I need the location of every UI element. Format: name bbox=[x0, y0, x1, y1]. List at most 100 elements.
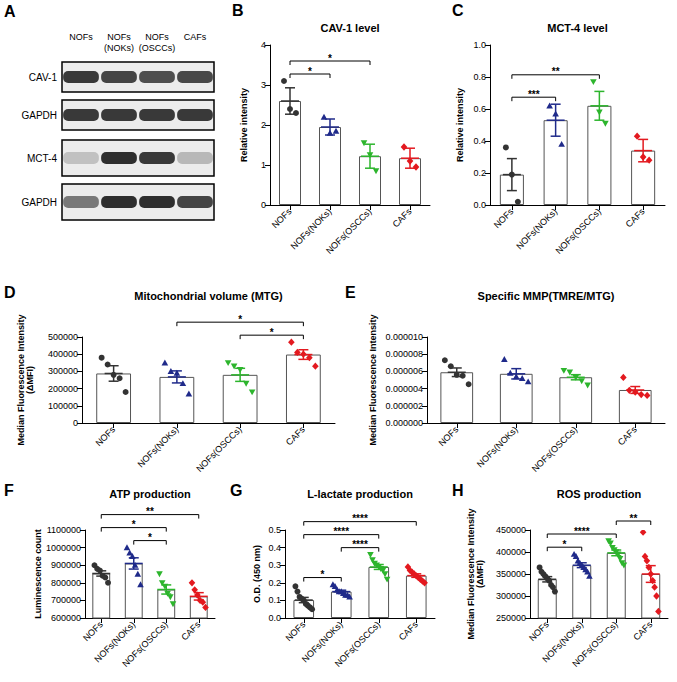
svg-text:CAFs: CAFs bbox=[631, 619, 654, 642]
svg-text:Mitochondrial volume (MTG): Mitochondrial volume (MTG) bbox=[134, 290, 283, 302]
svg-text:CAFs: CAFs bbox=[616, 424, 639, 447]
svg-text:300000: 300000 bbox=[496, 591, 526, 601]
svg-text:0.000006: 0.000006 bbox=[385, 366, 423, 376]
svg-text:*: * bbox=[132, 519, 136, 530]
svg-text:400000: 400000 bbox=[496, 547, 526, 557]
svg-text:0.000002: 0.000002 bbox=[385, 401, 423, 411]
svg-text:0.1: 0.1 bbox=[268, 595, 281, 605]
svg-text:B: B bbox=[232, 2, 244, 19]
svg-text:****: **** bbox=[574, 526, 590, 537]
svg-text:0: 0 bbox=[261, 200, 266, 210]
svg-text:200000: 200000 bbox=[48, 384, 78, 394]
svg-text:GAPDH: GAPDH bbox=[21, 110, 57, 121]
svg-text:NOFs: NOFs bbox=[81, 619, 105, 643]
svg-text:500000: 500000 bbox=[48, 332, 78, 342]
svg-text:NOFs: NOFs bbox=[107, 32, 131, 42]
svg-text:*: * bbox=[238, 314, 242, 325]
svg-text:600000: 600000 bbox=[51, 613, 81, 623]
svg-text:C: C bbox=[452, 2, 464, 19]
svg-text:(ΔMFI): (ΔMFI) bbox=[475, 560, 485, 588]
svg-text:CAFs: CAFs bbox=[624, 206, 647, 229]
svg-text:D: D bbox=[4, 284, 16, 301]
svg-text:250000: 250000 bbox=[496, 613, 526, 623]
svg-text:MCT-4 level: MCT-4 level bbox=[547, 22, 608, 34]
svg-text:400000: 400000 bbox=[48, 349, 78, 359]
svg-text:900000: 900000 bbox=[51, 560, 81, 570]
svg-text:0.0: 0.0 bbox=[268, 613, 281, 623]
svg-text:CAFs: CAFs bbox=[391, 206, 414, 229]
svg-text:800000: 800000 bbox=[51, 578, 81, 588]
svg-text:Relative intensity: Relative intensity bbox=[455, 88, 465, 162]
svg-text:****: **** bbox=[333, 526, 349, 537]
svg-text:Relative intensity: Relative intensity bbox=[239, 88, 249, 162]
svg-text:H: H bbox=[452, 482, 464, 499]
svg-text:0.000004: 0.000004 bbox=[385, 384, 423, 394]
svg-text:NOFs(NOKs): NOFs(NOKs) bbox=[514, 206, 559, 251]
svg-text:0.8: 0.8 bbox=[473, 72, 486, 82]
svg-text:A: A bbox=[4, 3, 16, 20]
svg-text:3: 3 bbox=[261, 80, 266, 90]
svg-text:Specific MMP(TMRE/MTG): Specific MMP(TMRE/MTG) bbox=[478, 290, 615, 302]
svg-text:NOFs: NOFs bbox=[93, 424, 117, 448]
svg-text:CAFs: CAFs bbox=[184, 32, 207, 42]
svg-text:NOFs(OSCCs): NOFs(OSCCs) bbox=[553, 206, 602, 255]
svg-text:NOFs: NOFs bbox=[69, 32, 93, 42]
svg-text:CAV-1: CAV-1 bbox=[29, 72, 58, 83]
svg-text:NOFs(NOKs): NOFs(NOKs) bbox=[289, 206, 334, 251]
svg-text:ROS production: ROS production bbox=[557, 488, 642, 500]
svg-text:NOFs(NOKs): NOFs(NOKs) bbox=[475, 424, 520, 469]
svg-text:**: ** bbox=[630, 513, 638, 524]
svg-text:Median Fluorescence Intensity: Median Fluorescence Intensity bbox=[368, 314, 378, 445]
svg-text:GAPDH: GAPDH bbox=[21, 197, 57, 208]
svg-text:E: E bbox=[345, 284, 356, 301]
svg-text:0.5: 0.5 bbox=[268, 525, 281, 535]
svg-text:NOFs(OSCCs): NOFs(OSCCs) bbox=[194, 424, 243, 473]
svg-text:F: F bbox=[4, 482, 14, 499]
svg-text:NOFs: NOFs bbox=[270, 206, 294, 230]
svg-text:**: ** bbox=[552, 66, 560, 77]
svg-text:****: **** bbox=[352, 513, 368, 524]
svg-text:1100000: 1100000 bbox=[47, 525, 81, 535]
svg-text:CAFs: CAFs bbox=[397, 619, 420, 642]
svg-text:NOFs: NOFs bbox=[437, 424, 461, 448]
svg-text:NOFs(OSCCs): NOFs(OSCCs) bbox=[324, 206, 373, 255]
svg-text:NOFs(OSCCs): NOFs(OSCCs) bbox=[530, 424, 579, 473]
svg-text:****: **** bbox=[352, 539, 368, 550]
svg-text:(OSCCs): (OSCCs) bbox=[139, 43, 176, 53]
svg-text:0.0: 0.0 bbox=[473, 200, 486, 210]
svg-text:NOFs(NOKs): NOFs(NOKs) bbox=[136, 424, 181, 469]
svg-text:NOFs(OSCCs): NOFs(OSCCs) bbox=[570, 619, 619, 668]
svg-text:1: 1 bbox=[261, 160, 266, 170]
svg-text:NOFs: NOFs bbox=[284, 619, 308, 643]
svg-text:0.4: 0.4 bbox=[268, 543, 281, 553]
svg-text:NOFs(OSCCs): NOFs(OSCCs) bbox=[120, 619, 169, 668]
svg-text:700000: 700000 bbox=[51, 595, 81, 605]
svg-text:0.2: 0.2 bbox=[473, 168, 486, 178]
svg-text:Luminescence count: Luminescence count bbox=[33, 529, 43, 619]
svg-text:G: G bbox=[230, 482, 242, 499]
svg-text:*: * bbox=[148, 532, 152, 543]
svg-text:CAFs: CAFs bbox=[284, 424, 307, 447]
svg-text:ATP production: ATP production bbox=[109, 488, 191, 500]
svg-text:O.D. (450 nm): O.D. (450 nm) bbox=[252, 545, 262, 603]
svg-text:300000: 300000 bbox=[48, 366, 78, 376]
svg-text:4: 4 bbox=[261, 40, 266, 50]
svg-text:(NOKs): (NOKs) bbox=[104, 43, 134, 53]
svg-text:100000: 100000 bbox=[48, 401, 78, 411]
svg-text:*: * bbox=[308, 66, 312, 77]
svg-text:***: *** bbox=[528, 89, 540, 100]
svg-text:NOFs: NOFs bbox=[527, 619, 551, 643]
svg-text:NOFs: NOFs bbox=[492, 206, 516, 230]
svg-text:2: 2 bbox=[261, 120, 266, 130]
svg-text:0.3: 0.3 bbox=[268, 560, 281, 570]
svg-text:1.0: 1.0 bbox=[473, 40, 486, 50]
svg-text:MCT-4: MCT-4 bbox=[27, 153, 57, 164]
svg-text:*: * bbox=[563, 539, 567, 550]
svg-text:CAV-1 level: CAV-1 level bbox=[320, 22, 379, 34]
svg-text:NOFs(OSCCs): NOFs(OSCCs) bbox=[333, 619, 382, 668]
svg-text:1000000: 1000000 bbox=[46, 543, 81, 553]
svg-text:450000: 450000 bbox=[496, 525, 526, 535]
svg-text:0.000008: 0.000008 bbox=[385, 349, 423, 359]
svg-text:0.000010: 0.000010 bbox=[385, 332, 423, 342]
svg-text:**: ** bbox=[146, 506, 154, 517]
